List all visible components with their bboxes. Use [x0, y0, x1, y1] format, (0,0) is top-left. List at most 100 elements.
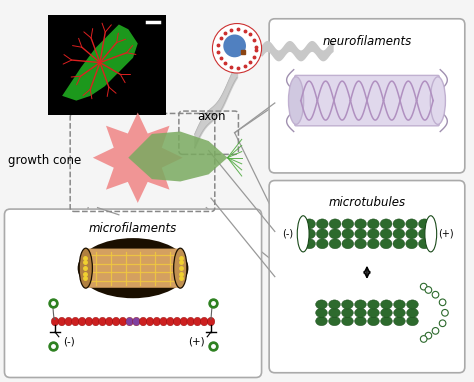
Ellipse shape [92, 317, 100, 326]
Ellipse shape [329, 239, 341, 249]
Ellipse shape [380, 229, 392, 239]
Ellipse shape [79, 239, 187, 297]
FancyBboxPatch shape [269, 19, 465, 173]
Ellipse shape [328, 300, 340, 309]
Ellipse shape [355, 239, 366, 249]
Ellipse shape [65, 317, 73, 326]
FancyBboxPatch shape [4, 209, 262, 377]
Ellipse shape [201, 317, 208, 326]
FancyBboxPatch shape [269, 181, 465, 373]
Ellipse shape [85, 317, 93, 326]
Text: microtubules: microtubules [328, 196, 406, 209]
Ellipse shape [342, 219, 354, 229]
Polygon shape [62, 24, 138, 100]
Ellipse shape [289, 77, 304, 125]
Ellipse shape [329, 229, 341, 239]
Ellipse shape [166, 317, 174, 326]
Ellipse shape [407, 308, 419, 317]
Ellipse shape [112, 317, 120, 326]
Ellipse shape [78, 317, 86, 326]
Ellipse shape [420, 336, 427, 342]
Ellipse shape [342, 308, 353, 317]
Ellipse shape [425, 216, 437, 252]
Ellipse shape [393, 300, 405, 309]
Ellipse shape [304, 219, 315, 229]
Ellipse shape [304, 229, 315, 239]
FancyBboxPatch shape [85, 249, 181, 287]
Ellipse shape [316, 308, 328, 317]
Ellipse shape [355, 300, 366, 309]
Ellipse shape [355, 317, 366, 326]
Ellipse shape [194, 317, 201, 326]
Text: (+): (+) [189, 337, 205, 346]
Ellipse shape [153, 317, 161, 326]
Text: (-): (-) [283, 229, 293, 239]
Text: neurofilaments: neurofilaments [322, 35, 411, 48]
Ellipse shape [328, 317, 340, 326]
Ellipse shape [420, 283, 427, 290]
Ellipse shape [342, 300, 353, 309]
Ellipse shape [425, 332, 432, 339]
Ellipse shape [393, 219, 405, 229]
Ellipse shape [393, 317, 405, 326]
Ellipse shape [317, 229, 328, 239]
FancyBboxPatch shape [295, 75, 439, 126]
Ellipse shape [432, 291, 439, 298]
Ellipse shape [58, 317, 65, 326]
Ellipse shape [381, 308, 392, 317]
Ellipse shape [355, 308, 366, 317]
Ellipse shape [368, 300, 379, 309]
Ellipse shape [367, 239, 379, 249]
Ellipse shape [119, 317, 127, 326]
Ellipse shape [419, 219, 430, 229]
Text: axon: axon [197, 110, 225, 123]
Text: (-): (-) [64, 337, 75, 346]
Ellipse shape [316, 317, 328, 326]
Ellipse shape [407, 317, 419, 326]
Ellipse shape [329, 219, 341, 229]
Ellipse shape [207, 317, 215, 326]
Ellipse shape [425, 286, 432, 293]
Ellipse shape [380, 219, 392, 229]
Ellipse shape [187, 317, 194, 326]
Ellipse shape [406, 239, 418, 249]
Ellipse shape [146, 317, 154, 326]
Ellipse shape [297, 216, 309, 252]
Ellipse shape [106, 317, 113, 326]
Polygon shape [128, 131, 228, 181]
Circle shape [223, 34, 246, 57]
Ellipse shape [368, 308, 379, 317]
Ellipse shape [393, 239, 405, 249]
Ellipse shape [99, 317, 106, 326]
Ellipse shape [367, 229, 379, 239]
Ellipse shape [355, 219, 366, 229]
Ellipse shape [51, 317, 59, 326]
Bar [48, 15, 166, 115]
Ellipse shape [79, 248, 92, 288]
Ellipse shape [368, 317, 379, 326]
Ellipse shape [126, 317, 133, 326]
Ellipse shape [381, 300, 392, 309]
Ellipse shape [439, 320, 446, 327]
Ellipse shape [432, 327, 439, 334]
Ellipse shape [160, 317, 167, 326]
Ellipse shape [317, 219, 328, 229]
Ellipse shape [133, 317, 140, 326]
Text: growth cone: growth cone [8, 154, 81, 167]
Ellipse shape [316, 300, 328, 309]
Ellipse shape [342, 229, 354, 239]
Ellipse shape [406, 229, 418, 239]
Ellipse shape [381, 317, 392, 326]
Ellipse shape [393, 308, 405, 317]
Ellipse shape [419, 229, 430, 239]
Ellipse shape [180, 317, 188, 326]
Ellipse shape [355, 229, 366, 239]
Ellipse shape [439, 299, 446, 306]
Ellipse shape [317, 239, 328, 249]
Ellipse shape [406, 219, 418, 229]
Ellipse shape [342, 317, 353, 326]
Ellipse shape [419, 239, 430, 249]
Ellipse shape [173, 248, 187, 288]
Ellipse shape [380, 239, 392, 249]
Ellipse shape [367, 219, 379, 229]
